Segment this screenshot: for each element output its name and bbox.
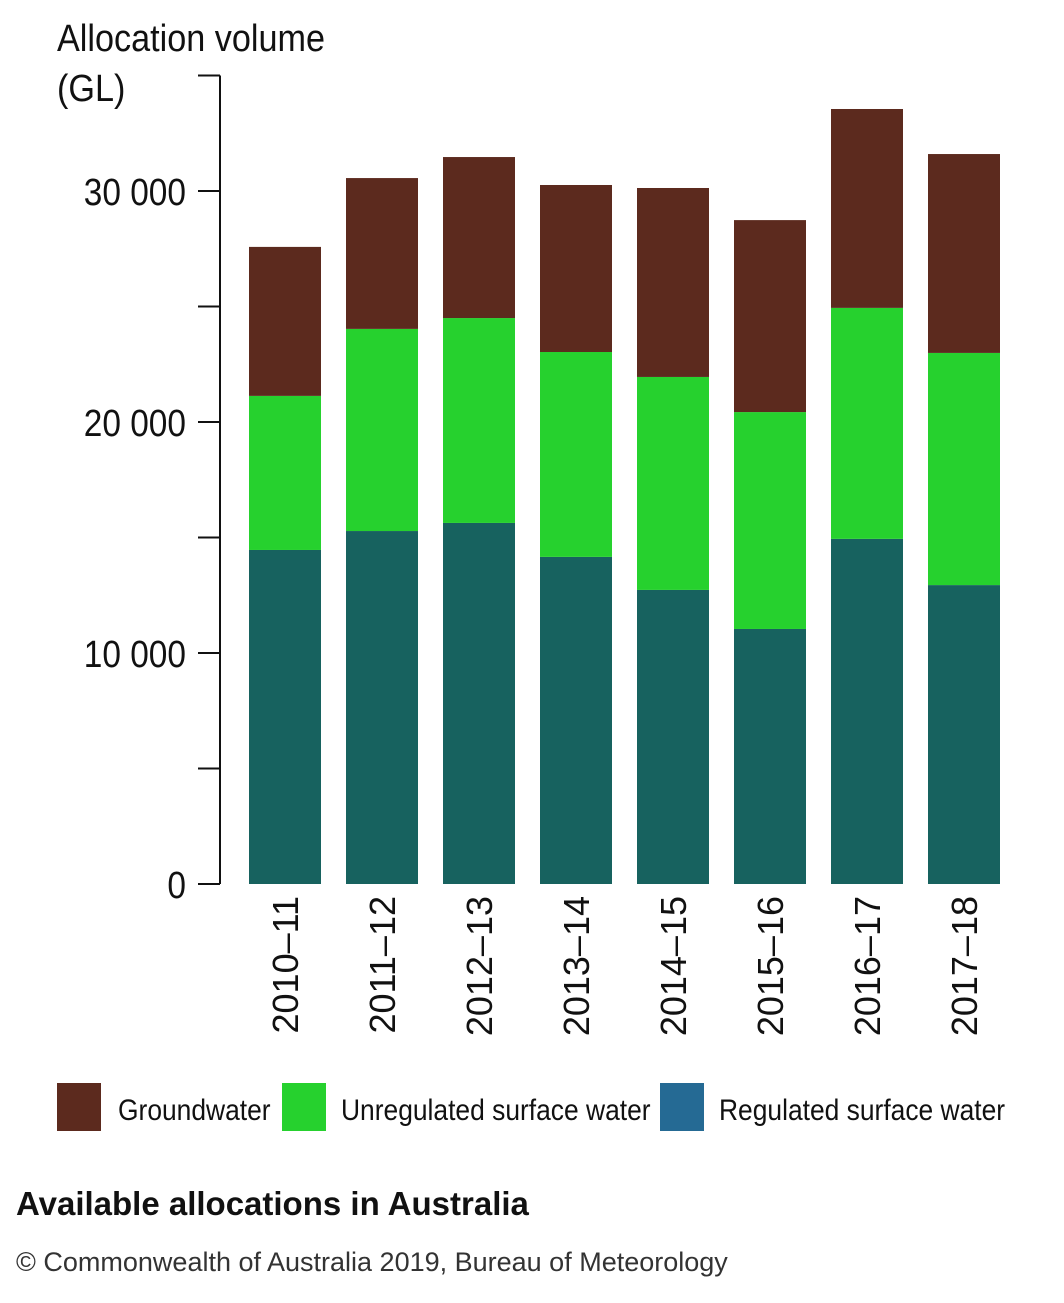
bar-groundwater	[734, 220, 806, 413]
y-tick-label: 20 000	[84, 402, 186, 444]
y-tick-label: 10 000	[84, 633, 186, 675]
x-tick-label: 2013–14	[556, 896, 597, 1036]
bar-regulated-surface-water	[734, 628, 806, 884]
bar-groundwater	[249, 246, 321, 396]
legend-label: Regulated surface water	[719, 1092, 1005, 1126]
bar-regulated-surface-water	[637, 589, 709, 884]
bar-regulated-surface-water	[249, 549, 321, 884]
legend-swatch	[57, 1083, 101, 1131]
x-tick-label: 2017–18	[944, 896, 985, 1036]
legend-label: Groundwater	[118, 1092, 271, 1126]
y-axis-label: Allocation volume (GL)	[57, 14, 325, 114]
chart-title: Available allocations in Australia	[16, 1185, 529, 1222]
bar-groundwater	[637, 187, 709, 377]
bar-unregulated-surface-water	[831, 307, 903, 539]
copyright-credit: © Commonwealth of Australia 2019, Bureau…	[16, 1247, 728, 1277]
bar-unregulated-surface-water	[249, 395, 321, 550]
bar-groundwater	[443, 157, 515, 319]
bar-unregulated-surface-water	[346, 328, 418, 532]
bar-regulated-surface-water	[443, 522, 515, 884]
legend-swatch	[282, 1083, 326, 1131]
legend-swatch	[660, 1083, 704, 1131]
bar-unregulated-surface-water	[928, 352, 1000, 586]
x-tick-label: 2010–11	[265, 896, 306, 1033]
y-tick-label: 0	[167, 864, 186, 906]
bar-unregulated-surface-water	[637, 376, 709, 590]
x-tick-label: 2011–12	[362, 896, 403, 1033]
x-tick-label: 2015–16	[750, 896, 791, 1036]
bar-unregulated-surface-water	[734, 412, 806, 629]
x-tick-label: 2014–15	[653, 896, 694, 1036]
bar-groundwater	[346, 178, 418, 329]
bar-groundwater	[540, 184, 612, 353]
bar-unregulated-surface-water	[540, 352, 612, 557]
bar-regulated-surface-water	[346, 531, 418, 884]
legend-label: Unregulated surface water	[341, 1092, 651, 1126]
bar-groundwater	[831, 108, 903, 308]
stacked-bar-chart: 0 10 000 20 000 30 000 2010–11 2011–12 2012–13…	[57, 74, 1005, 1131]
bar-unregulated-surface-water	[443, 318, 515, 523]
bar-groundwater	[928, 154, 1000, 353]
x-tick-label: 2016–17	[847, 896, 888, 1036]
bar-regulated-surface-water	[928, 585, 1000, 884]
bar-regulated-surface-water	[831, 538, 903, 884]
bar-regulated-surface-water	[540, 556, 612, 884]
y-tick-label: 30 000	[84, 171, 186, 213]
y-axis-label-line-2: (GL)	[57, 68, 126, 110]
y-axis-label-line-1: Allocation volume	[57, 18, 326, 60]
x-tick-label: 2012–13	[459, 896, 500, 1036]
